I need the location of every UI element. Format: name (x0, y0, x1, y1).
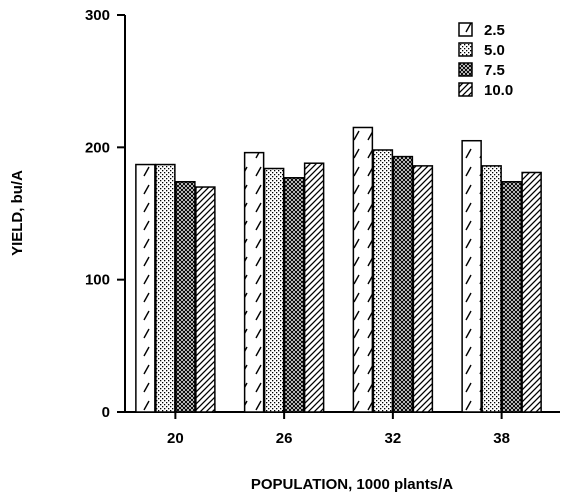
legend-label: 2.5 (484, 22, 505, 39)
legend-label: 10.0 (484, 82, 513, 99)
x-axis-title: POPULATION, 1000 plants/A (251, 476, 453, 493)
x-tick-label: 32 (385, 430, 402, 447)
y-tick-label: 300 (85, 7, 110, 24)
y-axis-title: YIELD, bu/A (9, 170, 26, 256)
x-tick-label: 20 (167, 430, 184, 447)
bar-26-10.0 (303, 162, 325, 413)
y-axis-ticks: 0 100 200 300 (85, 7, 125, 421)
legend-swatch (458, 62, 473, 77)
legend: 2.5 5.0 7.5 10.0 (458, 22, 513, 99)
bar-38-10.0 (521, 171, 542, 413)
bar-20-2.5 (135, 163, 156, 413)
legend-label: 5.0 (484, 42, 505, 59)
bar-32-10.0 (412, 165, 434, 413)
bar-20-10.0 (195, 186, 216, 413)
legend-swatch (458, 42, 473, 57)
x-tick-label: 26 (276, 430, 293, 447)
x-tick-label: 38 (493, 430, 510, 447)
legend-swatch (458, 82, 473, 97)
bar-38-5.0 (481, 165, 502, 413)
bar-32-7.5 (392, 155, 414, 413)
bar-20-5.0 (155, 163, 176, 413)
legend-label: 7.5 (484, 62, 505, 79)
y-tick-label: 200 (85, 139, 110, 156)
bar-38-7.5 (501, 180, 522, 413)
bar-32-5.0 (372, 149, 394, 413)
bar-26-5.0 (263, 167, 285, 413)
legend-swatch (458, 22, 473, 37)
bar-32-2.5 (352, 126, 374, 413)
bar-26-7.5 (283, 177, 305, 413)
y-tick-label: 0 (102, 404, 110, 421)
y-tick-label: 100 (85, 272, 110, 289)
x-axis-ticks: 20 26 32 38 (167, 412, 510, 447)
bar-26-2.5 (243, 151, 265, 413)
bar-20-7.5 (175, 180, 196, 413)
bars (135, 126, 542, 413)
bar-38-2.5 (461, 139, 482, 413)
